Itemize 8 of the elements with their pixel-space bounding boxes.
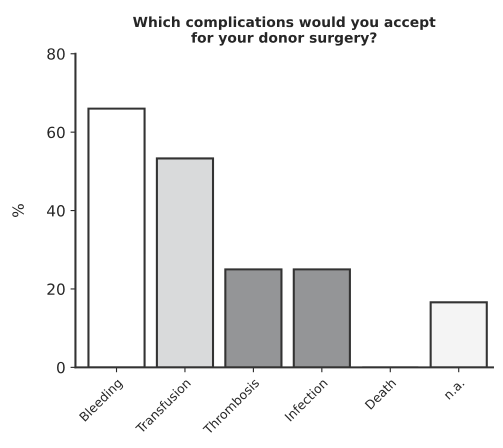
y-tick-label: 0: [57, 362, 65, 374]
y-tick-label: 20: [47, 283, 65, 295]
y-tick-label: 60: [47, 126, 65, 138]
y-tick-label: 40: [47, 205, 65, 217]
chart-title: Which complications would you accept for your donor surgery?: [133, 16, 436, 46]
x-tick-label: n.a.: [444, 380, 465, 400]
y-tick-label: 80: [47, 48, 65, 60]
y-axis-title: %: [12, 204, 24, 217]
